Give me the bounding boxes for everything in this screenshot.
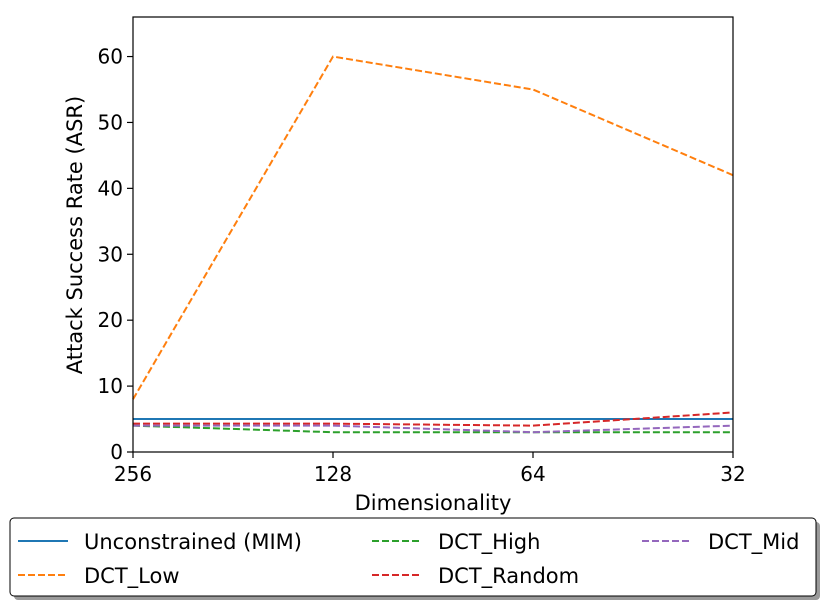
y-tick-label: 60 (98, 45, 123, 69)
legend: Unconstrained (MIM) DCT_Low DCT_High DCT_Ra… (9, 517, 820, 600)
legend-label: DCT_Random (438, 564, 579, 589)
y-tick-label: 30 (98, 242, 123, 266)
x-axis-label: Dimensionality (355, 491, 512, 515)
series-line-dct-mid (133, 424, 734, 434)
y-tick-label: 10 (98, 374, 123, 398)
x-tick-label: 32 (720, 462, 745, 486)
x-axis: 256 128 64 32 (114, 452, 746, 486)
series-line-dct-random (133, 411, 734, 427)
legend-label: DCT_High (438, 530, 540, 555)
plot-frame (132, 16, 734, 453)
y-tick-label: 40 (98, 176, 123, 200)
legend-label: Unconstrained (MIM) (84, 530, 302, 554)
x-tick-label: 64 (520, 462, 545, 486)
legend-label: DCT_Low (84, 564, 180, 589)
y-tick-label: 50 (98, 110, 123, 134)
series-line-dct-high (132, 424, 733, 434)
legend-label: DCT_Mid (708, 530, 799, 555)
series-layer (132, 55, 734, 434)
x-tick-label: 128 (314, 462, 352, 486)
y-axis-label: Attack Success Rate (ASR) (63, 96, 87, 374)
y-tick-label: 20 (98, 308, 123, 332)
y-axis: 0 10 20 30 40 50 60 (98, 45, 133, 464)
x-tick-label: 256 (114, 462, 152, 486)
legend-box (9, 517, 817, 597)
plot-area (133, 17, 733, 452)
y-tick-label: 0 (110, 440, 123, 464)
